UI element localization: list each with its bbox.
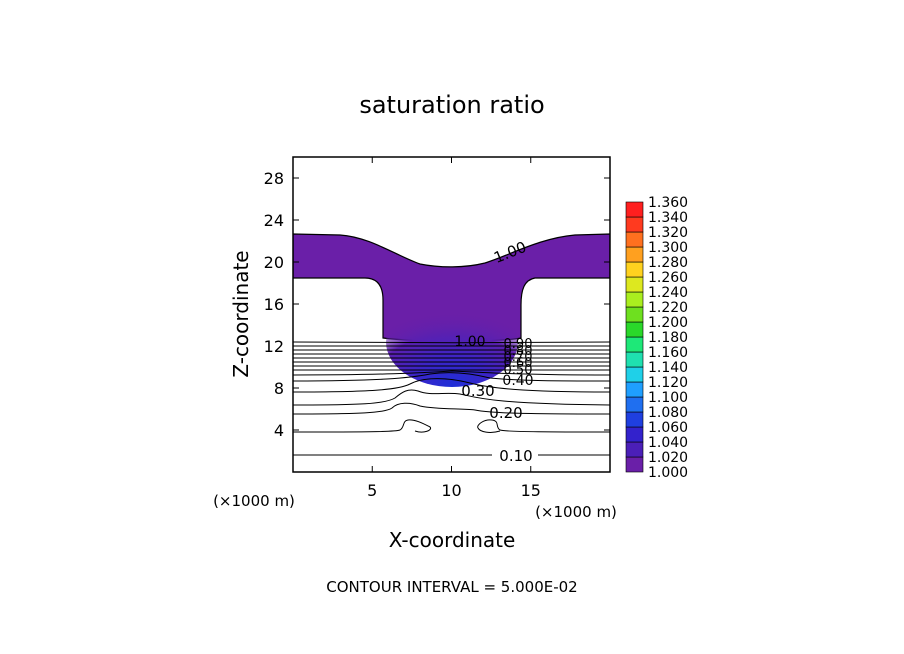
colorbar-label: 1.120 <box>648 375 688 391</box>
colorbar: 1.0001.0201.0401.0601.0801.1001.1201.140… <box>625 195 688 481</box>
colorbar-label: 1.320 <box>648 225 688 241</box>
colorbar-swatch <box>625 411 644 428</box>
colorbar-label: 1.140 <box>648 360 688 376</box>
colorbar-swatch <box>625 291 644 308</box>
colorbar-label: 1.280 <box>648 255 688 271</box>
colorbar-label: 1.360 <box>648 195 688 211</box>
colorbar-swatch <box>625 306 644 323</box>
x-tick-label: 15 <box>521 481 541 500</box>
colorbar-label: 1.200 <box>648 315 688 331</box>
x-tick-label: 5 <box>367 481 377 500</box>
colorbar-label: 1.220 <box>648 300 688 316</box>
x-axis-ticks: 5 10 15 <box>367 157 541 500</box>
contour-label: 0.20 <box>489 404 522 422</box>
colorbar-swatch <box>625 201 644 218</box>
colorbar-label: 1.060 <box>648 420 688 436</box>
colorbar-swatch <box>625 321 644 338</box>
y-axis-ticks: 4 8 12 16 20 24 28 <box>264 169 610 440</box>
contour-label: 0.70 <box>504 350 533 365</box>
colorbar-label: 1.160 <box>648 345 688 361</box>
colorbar-swatch <box>625 336 644 353</box>
colorbar-swatch <box>625 396 644 413</box>
colorbar-label: 1.240 <box>648 285 688 301</box>
contour-interval-note: CONTOUR INTERVAL = 5.000E-02 <box>326 578 577 596</box>
y-tick-label: 24 <box>264 211 284 230</box>
plot-area: 1.00 1.00 0.90 0.80 0.70 0.60 0.50 0.40 … <box>293 233 610 465</box>
saturated-region <box>293 233 610 342</box>
contour-labels: 1.00 1.00 0.90 0.80 0.70 0.60 0.50 0.40 … <box>454 238 533 465</box>
contour-label: 0.10 <box>499 447 532 465</box>
colorbar-label: 1.100 <box>648 390 688 406</box>
contour-label: 0.30 <box>461 382 494 400</box>
colorbar-swatch <box>625 426 644 443</box>
colorbar-label: 1.340 <box>648 210 688 226</box>
colorbar-label: 1.020 <box>648 450 688 466</box>
y-axis-label: Z-coordinate <box>229 250 253 377</box>
colorbar-label: 1.080 <box>648 405 688 421</box>
x-axis-unit-right: (×1000 m) <box>535 503 617 521</box>
contour-label: 0.60 <box>504 356 533 371</box>
colorbar-swatch <box>625 261 644 278</box>
colorbar-swatch <box>625 231 644 248</box>
contour-label: 0.80 <box>504 344 533 359</box>
colorbar-label: 1.300 <box>648 240 688 256</box>
contour-label: 0.90 <box>504 337 533 352</box>
colorbar-swatch <box>625 456 644 473</box>
contour-label: 0.40 <box>502 373 533 389</box>
y-tick-label: 16 <box>264 295 284 314</box>
contour-lines <box>293 341 610 456</box>
x-tick-label: 10 <box>441 481 461 500</box>
y-tick-label: 4 <box>274 421 284 440</box>
colorbar-label: 1.040 <box>648 435 688 451</box>
y-tick-label: 28 <box>264 169 284 188</box>
x-axis-unit-left: (×1000 m) <box>213 492 295 510</box>
colorbar-swatch <box>625 441 644 458</box>
colorbar-label: 1.260 <box>648 270 688 286</box>
contour-label: 1.00 <box>454 334 485 350</box>
colorbar-label: 1.000 <box>648 465 688 481</box>
colorbar-swatch <box>625 246 644 263</box>
colorbar-swatch <box>625 216 644 233</box>
colorbar-swatch <box>625 366 644 383</box>
y-tick-label: 12 <box>264 337 284 356</box>
colorbar-label: 1.180 <box>648 330 688 346</box>
colorbar-swatch <box>625 351 644 368</box>
x-axis-label: X-coordinate <box>389 528 516 552</box>
y-tick-label: 8 <box>274 379 284 398</box>
contour-label: 0.50 <box>504 363 533 378</box>
chart-title: saturation ratio <box>359 91 544 119</box>
y-tick-label: 20 <box>264 253 284 272</box>
supersaturated-core <box>386 297 518 387</box>
colorbar-swatch <box>625 276 644 293</box>
colorbar-swatch <box>625 381 644 398</box>
